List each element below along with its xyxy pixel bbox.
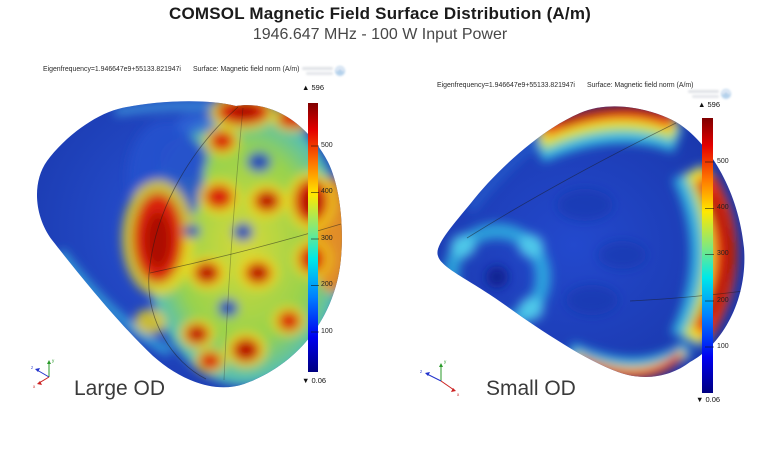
colorbar-tick: 300 [717, 250, 729, 257]
mesh-edges-right [466, 122, 745, 302]
colorbar-tick: 100 [321, 328, 333, 335]
axis-triad-left: y z x [31, 358, 55, 389]
colorbar-min-label: ▼ 0.06 [696, 395, 721, 404]
large-od-colorbar [308, 103, 319, 372]
colorbar-tick: 500 [717, 158, 729, 165]
eigenfrequency-text: Eigenfrequency=1.946647e9+55133.821947i [437, 82, 575, 89]
axis-z-label: z [31, 365, 34, 370]
figure-subtitle: 1946.647 MHz - 100 W Input Power [252, 26, 508, 43]
comsol-logo-watermark-right [688, 89, 731, 99]
large-od-surface [36, 101, 342, 388]
colorbar-tick: 100 [717, 343, 729, 350]
comsol-logo-watermark-left [302, 66, 345, 76]
colorbar-tick: 400 [321, 188, 333, 195]
caption-left: Eigenfrequency=1.946647e9+55133.821947i … [43, 66, 299, 73]
colorbar-tick: 500 [321, 142, 333, 149]
colorbar-tick: 200 [717, 297, 729, 304]
figure-title: COMSOL Magnetic Field Surface Distributi… [168, 4, 592, 23]
surface-expression-text: Surface: Magnetic field norm (A/m) [192, 66, 300, 73]
colorbar-min-label: ▼ 0.06 [302, 376, 327, 385]
axis-y-label: y [52, 358, 55, 363]
axis-x-label: x [33, 384, 36, 389]
axis-x-label: x [457, 392, 460, 397]
small-od-colorbar [702, 118, 714, 393]
panel-label-small-od: Small OD [486, 377, 576, 400]
colorbar-tick: 200 [321, 281, 333, 288]
colorbar-tick: 400 [717, 204, 729, 211]
axis-triad-right: y z x [420, 359, 460, 397]
colorbar-max-label: ▲ 596 [302, 83, 325, 92]
eigenfrequency-text: Eigenfrequency=1.946647e9+55133.821947i [43, 66, 181, 73]
axis-y-label: y [444, 359, 447, 364]
colorbar-tick: 300 [321, 235, 333, 242]
axis-z-label: z [420, 369, 423, 374]
panel-label-large-od: Large OD [74, 377, 166, 400]
caption-right: Eigenfrequency=1.946647e9+55133.821947i … [437, 82, 693, 89]
surface-expression-text: Surface: Magnetic field norm (A/m) [586, 82, 694, 89]
mesh-edges-left [148, 106, 342, 381]
colorbar-max-label: ▲ 596 [698, 100, 721, 109]
